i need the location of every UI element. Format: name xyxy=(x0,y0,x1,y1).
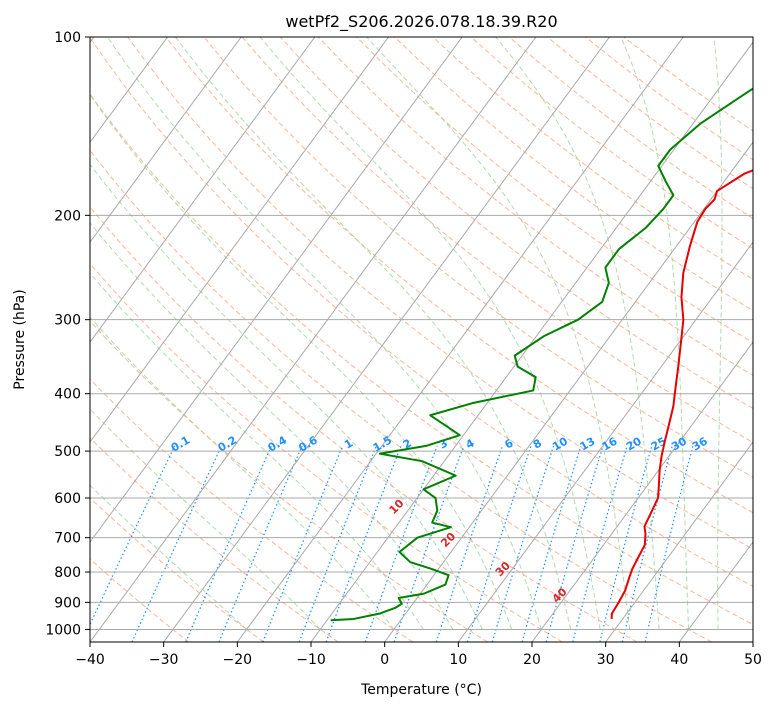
y-tick-label: 600 xyxy=(54,491,81,507)
plot-area: 0.10.20.40.611.52346810131620253036-100-… xyxy=(90,37,753,642)
dry-adiabat-line xyxy=(241,37,753,444)
mixing-ratio-line xyxy=(545,445,604,642)
moist-adiabat-line xyxy=(259,37,601,630)
x-tick-label: −20 xyxy=(223,652,253,668)
dry-adiabat-line xyxy=(90,93,753,626)
mixing-ratio-line xyxy=(218,445,303,642)
x-tick-label: 40 xyxy=(670,652,688,668)
mixing-ratio-lines xyxy=(90,445,694,642)
mixing-ratio-line xyxy=(466,445,532,642)
y-tick-label: 200 xyxy=(54,208,81,224)
plot-frame xyxy=(89,36,754,643)
mixing-ratio-line xyxy=(491,445,555,642)
isotherm-line xyxy=(90,37,168,144)
y-tick-label: 900 xyxy=(54,595,81,611)
y-tick-label: 400 xyxy=(54,387,81,403)
y-tick-label: 500 xyxy=(54,444,81,460)
dry-adiabat-line xyxy=(165,37,753,514)
x-tick-label: 0 xyxy=(380,652,389,668)
moist-adiabat-line xyxy=(90,93,513,630)
mixing-ratio-line xyxy=(621,445,673,642)
y-tick-label: 100 xyxy=(54,30,81,46)
dry-adiabat-line xyxy=(394,37,753,312)
guide-labels: 0.10.20.40.611.52346810131620253036-100-… xyxy=(169,433,710,605)
x-tick-label: 10 xyxy=(449,652,467,668)
dry-adiabat-line xyxy=(90,149,712,642)
isotherm-line xyxy=(384,141,753,642)
x-tick-label: −40 xyxy=(75,652,105,668)
moist-adiabat-line xyxy=(90,408,321,630)
mixing-ratio-line xyxy=(572,445,628,642)
dry-adiabat-line xyxy=(90,206,638,642)
y-tick-label: 700 xyxy=(54,531,81,547)
y-axis-label: Pressure (hPa) xyxy=(12,289,28,389)
profile-series xyxy=(330,87,753,622)
x-tick-label: 30 xyxy=(597,652,615,668)
moist-adiabat-line xyxy=(90,272,424,630)
mixing-ratio-line xyxy=(599,445,653,642)
dewpoint-profile-line xyxy=(330,87,753,622)
mixing-ratio-line xyxy=(90,445,176,626)
isotherm-line xyxy=(163,37,610,642)
isotherm-line xyxy=(90,37,316,343)
mixing-ratio-line xyxy=(521,445,582,642)
chart-title: wetPf2_S206.2026.078.18.39.R20 xyxy=(285,12,557,32)
mixing-ratio-line xyxy=(325,445,402,642)
moist-adiabat-line xyxy=(107,37,542,630)
x-axis: −40 −30 −20 −10 0 10 20 30 40 50 xyxy=(75,642,762,668)
y-tick-label: 1000 xyxy=(45,622,81,638)
moist-adiabat-line xyxy=(620,37,690,630)
dry-adiabat-line xyxy=(90,37,753,587)
dry-adiabats xyxy=(90,37,753,642)
pressure-gridlines xyxy=(90,214,753,630)
moist-adiabat-line xyxy=(90,222,454,630)
x-tick-label: −10 xyxy=(296,652,326,668)
isotherm-line xyxy=(90,37,537,642)
moist-adiabat-line xyxy=(713,37,723,630)
temperature-profile-line xyxy=(610,169,753,619)
moist-adiabat-line xyxy=(90,316,395,630)
y-axis: 100 200 300 400 500 600 700 800 900 1000 xyxy=(45,30,90,638)
isotherm-line xyxy=(605,441,753,642)
x-tick-label: 20 xyxy=(523,652,541,668)
moist-adiabat-line xyxy=(366,37,631,630)
isotherm-line xyxy=(90,37,463,543)
mixing-ratio-line xyxy=(364,445,438,642)
isotherm-line xyxy=(236,37,684,642)
dry-adiabat-line xyxy=(318,37,753,376)
mixing-ratio-line xyxy=(185,445,272,642)
moist-adiabat-line xyxy=(495,37,660,630)
mixing-ratio-line xyxy=(644,445,694,642)
isotherm-line xyxy=(90,37,242,244)
x-tick-label: −30 xyxy=(149,652,179,668)
dry-adiabat-line xyxy=(90,262,563,642)
y-tick-label: 800 xyxy=(54,565,81,581)
y-tick-label: 300 xyxy=(54,313,81,329)
mixing-ratio-line xyxy=(435,445,504,642)
dry-adiabat-line xyxy=(279,37,753,410)
dry-adiabat-line xyxy=(127,37,753,550)
isotherm-line xyxy=(531,341,753,642)
x-tick-label: 50 xyxy=(744,652,762,668)
x-axis-label: Temperature (°C) xyxy=(360,682,482,698)
isotherm-line xyxy=(90,37,389,443)
dry-adiabat-line xyxy=(90,558,190,642)
